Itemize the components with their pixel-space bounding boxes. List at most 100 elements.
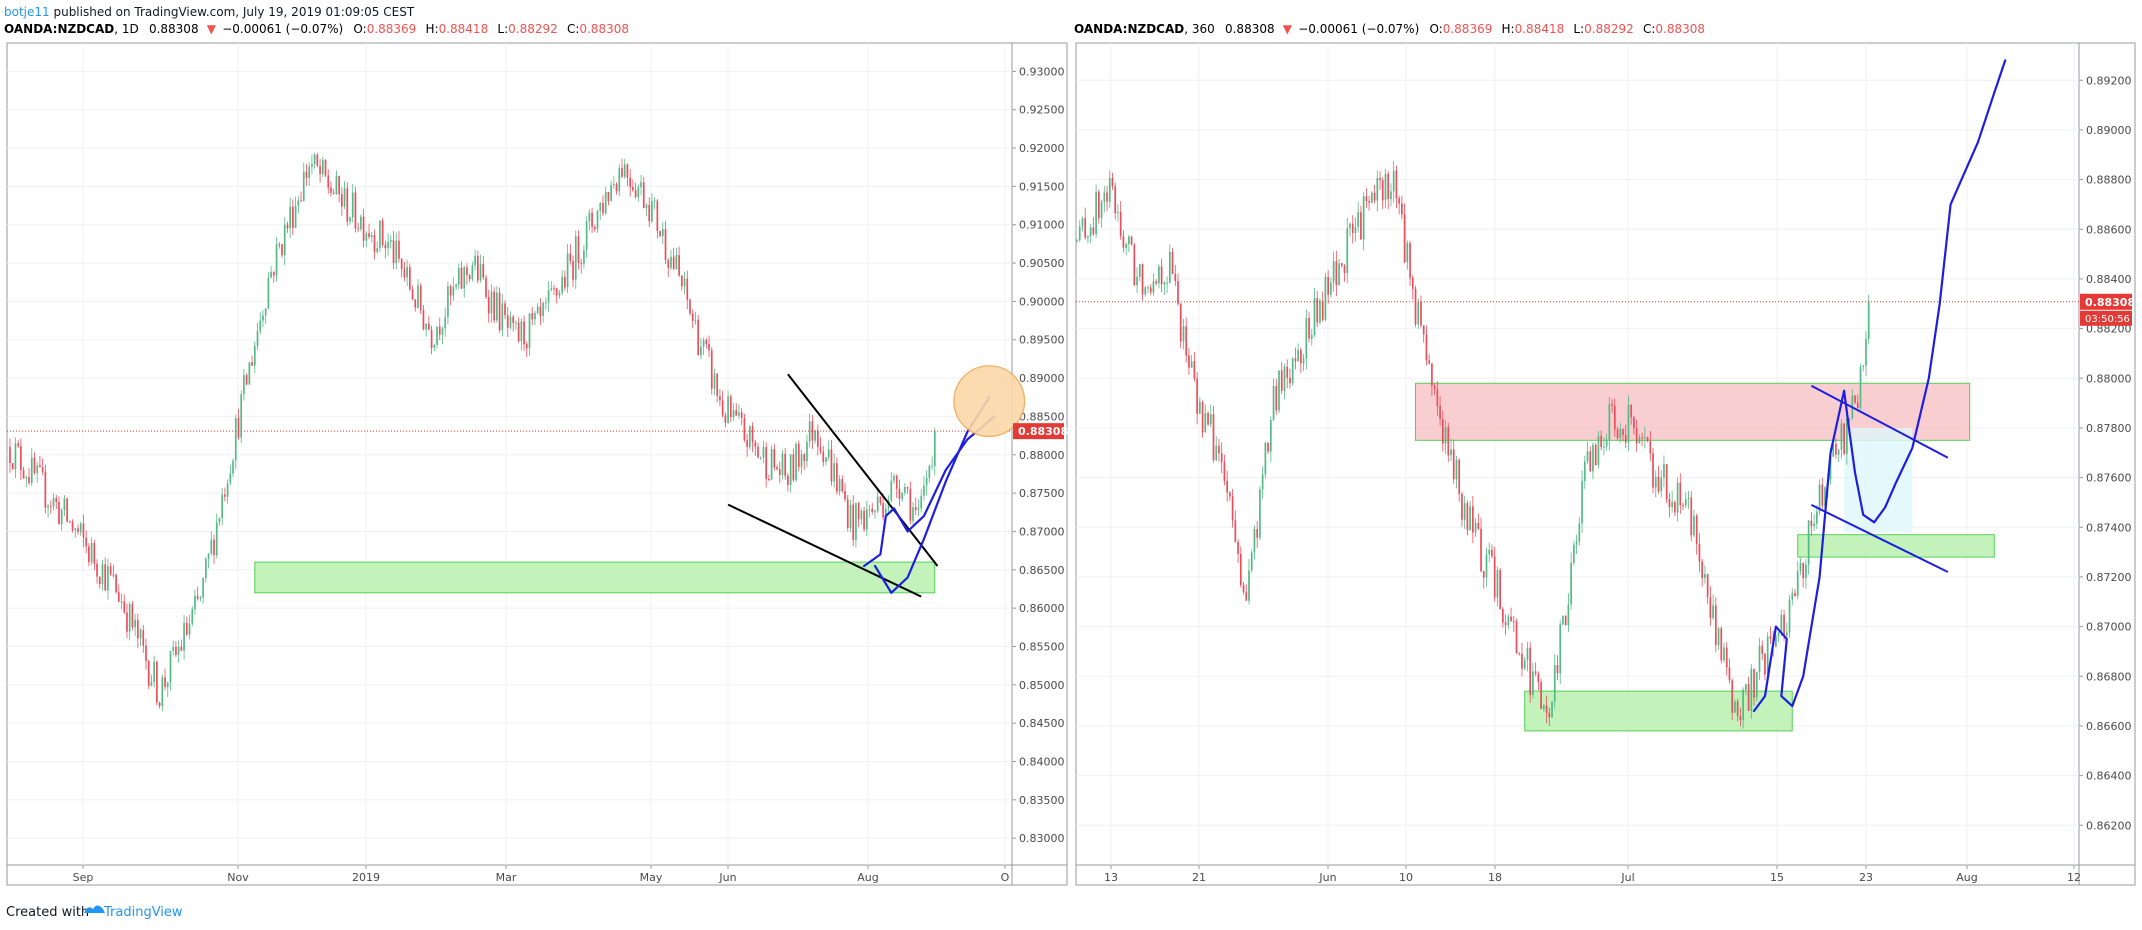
candle-up xyxy=(1310,335,1313,339)
candle-down xyxy=(1373,192,1376,201)
candle-down xyxy=(1499,569,1501,610)
candle-up xyxy=(1813,523,1815,527)
candle-up xyxy=(262,315,264,321)
candle-down xyxy=(96,563,98,577)
candle-up xyxy=(1324,276,1327,320)
candle-up xyxy=(297,200,300,206)
price-tag-label: 0.88308 xyxy=(2085,296,2135,309)
candle-up xyxy=(1575,541,1578,545)
projection-curve xyxy=(873,396,991,594)
candle-up xyxy=(781,453,784,475)
candle-up xyxy=(267,277,270,309)
candle-up xyxy=(1846,418,1848,454)
candle-down xyxy=(909,488,912,521)
candle-up xyxy=(202,578,204,598)
candle-up xyxy=(188,623,191,635)
candle-up xyxy=(547,290,550,303)
candle-down xyxy=(607,191,610,201)
candle-down xyxy=(1185,326,1188,356)
candle-up xyxy=(893,475,895,481)
candle-down xyxy=(164,677,166,688)
candle-down xyxy=(136,619,139,639)
candle-down xyxy=(656,200,659,232)
candle-up xyxy=(1780,614,1783,633)
candle-up xyxy=(1485,554,1488,578)
y-tick-label: 0.87000 xyxy=(2086,621,2132,634)
candle-down xyxy=(1420,302,1422,326)
right-low: 0.88292 xyxy=(1584,22,1634,36)
candle-down xyxy=(857,503,860,520)
candle-down xyxy=(1321,300,1324,320)
candle-down xyxy=(1736,701,1739,716)
candle-down xyxy=(882,503,884,518)
candle-down xyxy=(1289,377,1291,384)
candle-down xyxy=(1728,667,1731,681)
candle-down xyxy=(708,344,710,351)
author-link[interactable]: botje11 xyxy=(4,5,50,19)
candle-up xyxy=(370,234,373,237)
y-tick-label: 0.93000 xyxy=(1019,65,1065,78)
candle-down xyxy=(1537,673,1540,683)
y-tick-label: 0.88400 xyxy=(2086,273,2132,286)
y-tick-label: 0.87600 xyxy=(2086,472,2132,485)
candle-up xyxy=(727,396,729,423)
candle-down xyxy=(1521,653,1523,669)
candle-up xyxy=(452,286,455,296)
candle-up xyxy=(1455,459,1458,480)
y-tick-label: 0.88600 xyxy=(2086,223,2132,236)
candle-up xyxy=(365,233,368,241)
candle-down xyxy=(1234,520,1237,542)
candle-down xyxy=(602,202,604,214)
left-h-label: H: xyxy=(426,22,439,36)
tradingview-brand-link[interactable]: TradingView xyxy=(103,905,183,920)
candle-down xyxy=(844,491,846,500)
candle-up xyxy=(542,302,544,316)
candle-up xyxy=(1676,482,1679,513)
candle-down xyxy=(1149,287,1152,293)
candle-up xyxy=(63,498,66,510)
candle-up xyxy=(101,564,104,585)
candle-up xyxy=(166,682,169,688)
candle-up xyxy=(1406,242,1409,263)
candle-down xyxy=(430,329,433,348)
candle-up xyxy=(161,677,164,707)
candle-down xyxy=(281,244,283,256)
right-symbol: OANDA:NZDCAD xyxy=(1074,22,1184,36)
candle-down xyxy=(1122,236,1125,248)
candle-up xyxy=(912,507,914,521)
candle-up xyxy=(134,619,136,628)
candle-up xyxy=(1253,529,1256,553)
left-interval: , 1D xyxy=(114,22,139,36)
candle-up xyxy=(128,603,131,632)
candle-down xyxy=(1491,549,1493,557)
candle-down xyxy=(1365,196,1368,202)
candle-up xyxy=(490,291,493,314)
candle-down xyxy=(830,449,833,482)
candle-up xyxy=(308,166,311,178)
candle-up xyxy=(441,328,444,335)
candle-up xyxy=(1643,437,1646,439)
x-tick-label: Aug xyxy=(1956,871,1977,884)
candle-up xyxy=(814,430,816,441)
candle-down xyxy=(324,159,327,176)
candle-up xyxy=(748,426,751,448)
y-tick-label: 0.86200 xyxy=(2086,819,2132,832)
candle-down xyxy=(1267,442,1269,452)
x-tick-label: 21 xyxy=(1192,871,1206,884)
candle-up xyxy=(653,200,656,202)
right-chart-panel[interactable]: 0.89200 0.89000 0.88800 0.88600 0.88400 0.882… xyxy=(1075,42,2136,886)
candle-up xyxy=(360,216,362,229)
candle-up xyxy=(1791,592,1794,600)
candle-down xyxy=(1439,406,1441,419)
candle-up xyxy=(1687,497,1690,500)
candle-up xyxy=(770,449,773,480)
candle-down xyxy=(1652,453,1654,488)
countdown-tag-label: 03:50:56 xyxy=(2085,314,2130,325)
candle-up xyxy=(920,495,923,509)
left-chart-panel[interactable]: 0.93000 0.92500 0.92000 0.91500 0.91000 0.905… xyxy=(6,42,1068,886)
candle-down xyxy=(156,661,158,703)
trendline xyxy=(1810,504,1949,573)
candle-down xyxy=(368,233,370,237)
candle-down xyxy=(1810,520,1813,527)
candle-down xyxy=(1589,451,1592,472)
